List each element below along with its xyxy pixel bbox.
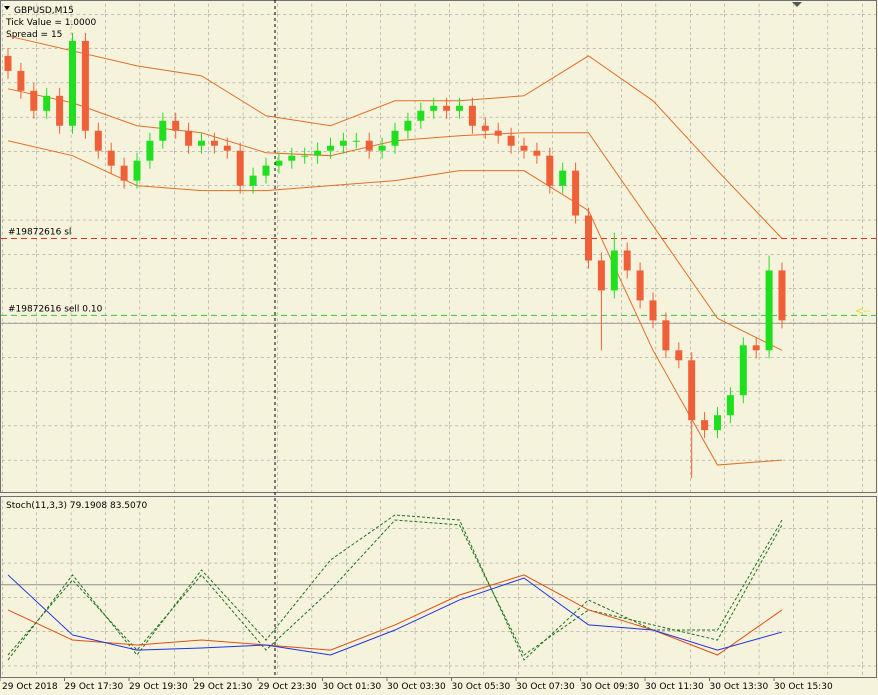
candle-body — [417, 110, 425, 121]
candle-body — [69, 40, 76, 126]
candle-body — [494, 130, 502, 136]
x-tick-label: 30 Oct 01:30 — [323, 682, 382, 692]
candle-body — [107, 150, 115, 166]
candle-body — [94, 130, 102, 151]
order-label: #19872616 sl — [8, 228, 71, 238]
shift-marker — [792, 2, 802, 7]
candle-body — [456, 105, 463, 111]
order-label: #19872616 sell 0.10 — [8, 304, 103, 314]
candle-body — [597, 260, 605, 291]
order-arrow: <-- — [855, 306, 871, 317]
candle-body — [765, 270, 773, 351]
candle-body — [275, 160, 283, 166]
main-frame — [0, 0, 877, 493]
candle-body — [249, 175, 257, 186]
candle-body — [623, 250, 631, 271]
x-tick-label: 30 Oct 15:30 — [774, 682, 833, 692]
stoch-grid — [1, 497, 876, 677]
candle-body — [327, 145, 334, 151]
candle-body — [688, 360, 696, 421]
candle-body — [314, 150, 322, 156]
stoch-line — [7, 574, 783, 656]
x-tick-label: 30 Oct 09:30 — [581, 682, 640, 692]
candle-body — [778, 270, 786, 321]
main-grid — [1, 1, 876, 492]
candle-body — [4, 55, 12, 71]
x-tick-label: 30 Oct 11:30 — [645, 682, 704, 692]
candle-body — [378, 145, 386, 151]
candle-body — [172, 120, 180, 131]
candle-body — [610, 250, 618, 291]
candle-body — [572, 170, 580, 216]
candle-body — [339, 140, 347, 146]
candle-body — [752, 345, 760, 351]
candle-body — [120, 165, 128, 181]
candle-body — [481, 125, 489, 131]
candle-body — [352, 140, 360, 142]
candle-body — [30, 90, 38, 111]
candle-body — [662, 320, 670, 351]
x-tick-label: 29 Oct 2018 — [2, 682, 58, 692]
chart-title: GBPUSD,M15 — [14, 6, 74, 16]
x-tick-label: 30 Oct 13:30 — [710, 682, 769, 692]
candle-body — [223, 145, 231, 151]
candle-body — [546, 155, 554, 186]
candle-body — [739, 345, 747, 396]
annotation: Spread = 15 — [6, 30, 62, 40]
candle-body — [236, 150, 244, 186]
candle-body — [585, 215, 592, 261]
candle-body — [726, 395, 734, 416]
candle-body — [301, 155, 309, 157]
candle-body — [404, 120, 412, 131]
candle-body — [17, 70, 25, 91]
candle-body — [675, 350, 683, 361]
x-tick-label: 29 Oct 19:30 — [129, 682, 188, 692]
candle-body — [133, 160, 141, 181]
candle-body — [468, 105, 476, 126]
stoch-frame — [0, 496, 877, 678]
candle-body — [649, 300, 657, 321]
candle-body — [210, 140, 218, 146]
candle-body — [56, 95, 64, 126]
candle-body — [430, 105, 438, 111]
candle-body — [81, 40, 89, 131]
candle-body — [533, 150, 541, 156]
stoch-title: Stoch(11,3,3) 79.1908 83.5070 — [6, 501, 147, 511]
band-line — [7, 35, 783, 239]
x-tick-label: 30 Oct 07:30 — [516, 682, 575, 692]
candle-body — [159, 120, 167, 141]
candle-body — [391, 130, 399, 146]
candle-body — [520, 145, 528, 151]
stoch-line — [7, 519, 783, 656]
candle-body — [701, 420, 709, 431]
candle-body — [43, 95, 51, 111]
x-tick-label: 29 Oct 21:30 — [194, 682, 253, 692]
candle-body — [146, 140, 154, 161]
candle-body — [198, 140, 205, 146]
x-tick-label: 29 Oct 23:30 — [258, 682, 317, 692]
x-tick-label: 29 Oct 17:30 — [65, 682, 124, 692]
menu-arrow — [4, 6, 10, 10]
candle-body — [262, 165, 270, 176]
annotation: Tick Value = 1.0000 — [5, 18, 96, 28]
candle-body — [507, 135, 515, 146]
candle-body — [288, 155, 296, 161]
x-tick-label: 30 Oct 03:30 — [387, 682, 446, 692]
candle-body — [443, 105, 451, 111]
x-tick-label: 30 Oct 05:30 — [452, 682, 511, 692]
candle-body — [185, 130, 193, 146]
candle-body — [714, 415, 721, 431]
candle-body — [636, 270, 644, 301]
candle-body — [559, 170, 567, 186]
candle-body — [365, 140, 373, 151]
